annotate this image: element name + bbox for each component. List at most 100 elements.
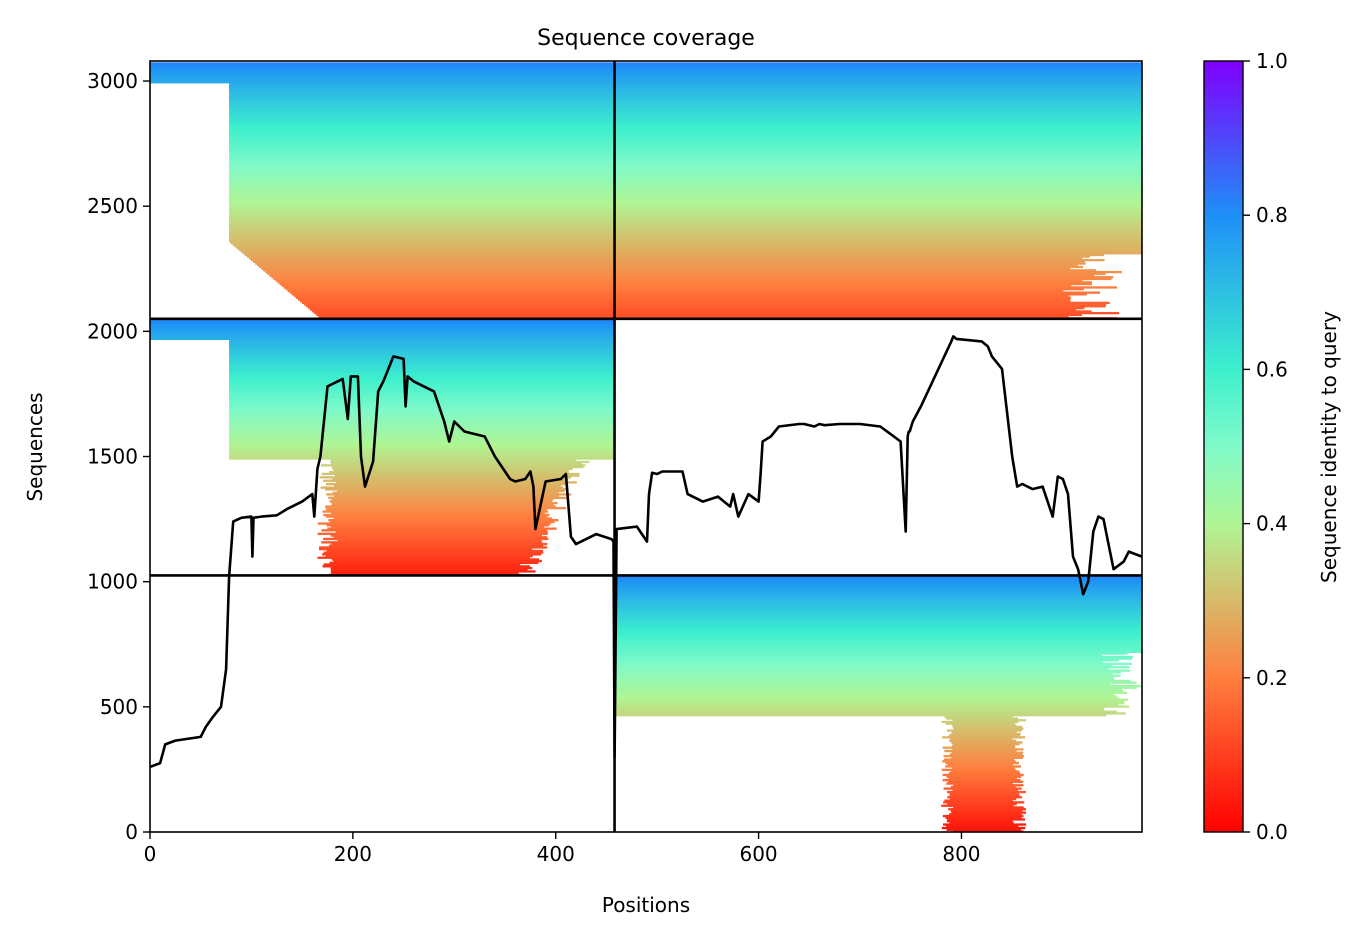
heatmap-row xyxy=(614,652,1128,655)
heatmap-row xyxy=(614,224,1142,228)
heatmap-row xyxy=(614,135,1142,139)
heatmap-row xyxy=(614,599,1142,602)
heatmap-row xyxy=(229,365,615,368)
heatmap-row xyxy=(229,221,615,224)
heatmap-row xyxy=(614,676,1114,679)
heatmap-row xyxy=(614,175,1142,178)
heatmap-row xyxy=(267,272,615,275)
heatmap-row xyxy=(614,265,1084,269)
heatmap-row xyxy=(229,117,615,120)
heatmap-row xyxy=(229,433,615,436)
heatmap-row xyxy=(229,152,615,156)
heatmap-row xyxy=(229,123,615,127)
heatmap-row xyxy=(614,72,1142,75)
heatmap-row xyxy=(614,192,1142,195)
heatmap-row xyxy=(328,496,570,500)
heatmap-row xyxy=(614,214,1142,217)
heatmap-row xyxy=(942,746,1016,749)
heatmap-row xyxy=(614,70,1142,74)
heatmap-row xyxy=(229,359,615,363)
heatmap-row xyxy=(310,308,615,311)
heatmap-row xyxy=(229,134,615,137)
heatmap-row xyxy=(246,255,615,258)
heatmap-row xyxy=(329,471,569,474)
heatmap-row xyxy=(229,455,615,459)
heatmap-row xyxy=(229,423,615,426)
heatmap-row xyxy=(255,262,615,265)
heatmap-row xyxy=(229,436,615,440)
heatmap-row xyxy=(614,664,1113,667)
heatmap-row xyxy=(614,259,1105,262)
heatmap-row xyxy=(323,537,549,541)
heatmap-row xyxy=(229,91,615,94)
heatmap-row xyxy=(614,300,1071,303)
heatmap-row xyxy=(229,149,615,152)
heatmap-row xyxy=(614,233,1142,236)
heatmap-row xyxy=(614,152,1142,156)
heatmap-row xyxy=(614,602,1142,606)
heatmap-row xyxy=(614,236,1142,240)
heatmap-row xyxy=(947,780,1024,784)
heatmap-row xyxy=(614,74,1142,77)
heatmap-row xyxy=(949,797,1017,801)
heatmap-row xyxy=(330,459,577,462)
heatmap-row xyxy=(614,108,1142,111)
heatmap-row xyxy=(614,154,1142,157)
colorbar-tick-label: 0.2 xyxy=(1256,666,1288,690)
heatmap-row xyxy=(229,94,615,98)
heatmap-row xyxy=(229,366,615,370)
heatmap-row xyxy=(947,802,1017,806)
heatmap-row xyxy=(229,236,615,240)
heatmap-row xyxy=(614,158,1142,161)
heatmap-row xyxy=(229,390,615,394)
heatmap-row xyxy=(229,132,615,135)
heatmap-row xyxy=(229,341,615,344)
heatmap-row xyxy=(948,772,1021,775)
coverage-line xyxy=(150,335,1142,769)
heatmap-row xyxy=(229,426,615,429)
heatmap-row xyxy=(614,82,1142,86)
heatmap-row xyxy=(614,643,1142,647)
heatmap-row xyxy=(229,166,615,169)
heatmap-row xyxy=(229,231,615,234)
heatmap-row xyxy=(229,382,615,385)
heatmap-row xyxy=(229,228,615,231)
y-tick-label: 2500 xyxy=(87,194,138,218)
heatmap-row xyxy=(322,553,542,556)
heatmap-row xyxy=(229,344,615,347)
heatmap-row xyxy=(229,82,615,86)
heatmap-row xyxy=(306,305,615,308)
heatmap-row xyxy=(614,248,1142,252)
heatmap-row xyxy=(614,106,1142,110)
heatmap-row xyxy=(614,120,1142,123)
heatmap-row xyxy=(614,170,1142,173)
heatmap-row xyxy=(229,445,615,448)
heatmap-row xyxy=(614,173,1142,176)
heatmap-row xyxy=(150,77,615,80)
heatmap-row xyxy=(330,566,533,570)
heatmap-row xyxy=(229,127,615,130)
heatmap-row xyxy=(614,204,1142,207)
heatmap-row xyxy=(331,558,540,561)
heatmap-row xyxy=(614,645,1142,648)
heatmap-row xyxy=(261,267,615,270)
heatmap-row xyxy=(614,211,1142,214)
heatmap-row xyxy=(229,120,615,123)
heatmap-row xyxy=(229,99,615,103)
heatmap-row xyxy=(614,113,1142,116)
heatmap-row xyxy=(319,476,572,479)
heatmap-row xyxy=(945,816,1022,819)
heatmap-row xyxy=(229,416,615,419)
heatmap-row xyxy=(325,483,568,486)
heatmap-row xyxy=(614,693,1114,696)
heatmap-row xyxy=(614,117,1142,120)
heatmap-row xyxy=(614,101,1142,104)
heatmap-row xyxy=(614,223,1142,226)
heatmap-row xyxy=(229,115,615,118)
heatmap-row xyxy=(229,204,615,207)
x-axis: 0 200 400 600 800 xyxy=(144,832,981,866)
heatmap-row xyxy=(614,111,1142,115)
heatmap-row xyxy=(614,684,1141,688)
heatmap-row xyxy=(950,770,1020,773)
heatmap-row xyxy=(614,81,1142,84)
